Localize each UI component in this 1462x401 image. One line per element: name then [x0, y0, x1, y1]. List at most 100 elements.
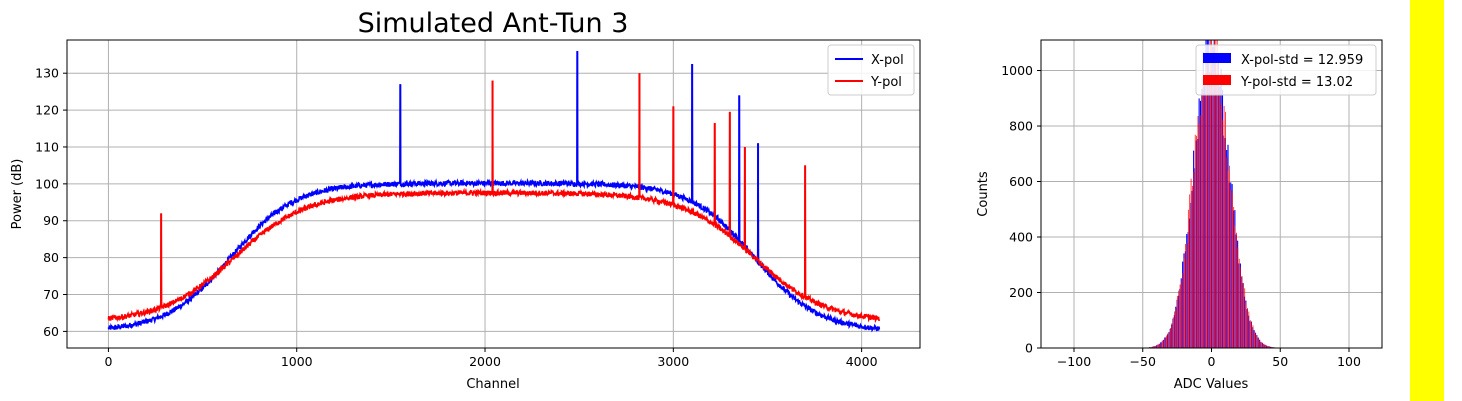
hist-bar-ypol	[1211, 40, 1213, 348]
hist-bar-ypol	[1231, 192, 1233, 348]
y-tick-label: 600	[1009, 174, 1033, 189]
histogram-y-label: Counts	[976, 171, 991, 217]
hist-bar-ypol	[1192, 185, 1193, 348]
hist-bar-ypol	[1266, 345, 1268, 348]
histogram-legend-box	[1195, 44, 1377, 96]
hist-bar-ypol	[1207, 63, 1208, 348]
x-tick-label: 1000	[281, 354, 313, 369]
hist-bar-ypol	[1248, 311, 1250, 348]
histogram-legend-xpol-swatch	[1203, 53, 1231, 63]
histogram-chart: −100 −50 0 50 100 0 200 400 600 800 1000 ADC Valu…	[976, 39, 1383, 392]
hist-bar-ypol	[1165, 335, 1167, 348]
y-tick-label: 400	[1009, 230, 1033, 245]
hist-bar-ypol	[1236, 232, 1237, 348]
y-tick-label: 100	[35, 176, 59, 191]
hist-bar-ypol	[1237, 247, 1239, 348]
hist-bar-ypol	[1260, 341, 1262, 348]
hist-bar-ypol	[1209, 40, 1211, 348]
hist-bar-ypol	[1201, 94, 1203, 348]
hist-bar-ypol	[1178, 290, 1180, 348]
hist-bar-ypol	[1256, 335, 1258, 348]
spectrum-y-ticks: 60 70 80 90 100 110 120 130	[35, 66, 67, 339]
hist-bar-ypol	[1187, 209, 1189, 348]
x-tick-label: 3000	[657, 354, 689, 369]
hist-bar-ypol	[1229, 165, 1230, 348]
hist-bar-ypol	[1181, 280, 1182, 348]
spectrum-legend-xpol-label: X-pol	[871, 53, 904, 68]
hist-bar-ypol	[1230, 189, 1232, 348]
hist-bar-ypol	[1220, 104, 1222, 348]
hist-bar-ypol	[1159, 343, 1160, 348]
spectrum-plot-frame	[66, 39, 921, 349]
histogram-x-label: ADC Values	[1174, 377, 1249, 392]
hist-bar-ypol	[1197, 116, 1199, 348]
hist-bar-ypol	[1156, 345, 1158, 348]
hist-bar-ypol	[1247, 308, 1248, 348]
histogram-y-ticks: 0 200 400 600 800 1000	[1001, 63, 1041, 356]
histogram-legend: X-pol-std = 12.959 Y-pol-std = 13.02	[1195, 44, 1377, 96]
hist-bar-ypol	[1174, 311, 1175, 348]
hist-bar-ypol	[1168, 331, 1170, 348]
hist-bar-ypol	[1216, 40, 1218, 348]
hist-bar-ypol	[1238, 258, 1240, 348]
hist-bar-ypol	[1186, 243, 1188, 348]
y-tick-label: 80	[43, 250, 59, 265]
hist-bar-ypol	[1249, 320, 1251, 348]
hist-bar-ypol	[1185, 244, 1186, 348]
hist-bar-ypol	[1215, 40, 1217, 348]
hist-bar-ypol	[1205, 68, 1207, 348]
hist-bar-ypol	[1269, 346, 1270, 348]
y-tick-label: 110	[35, 139, 59, 154]
spectrum-y-label: Power (dB)	[10, 159, 25, 230]
hist-bar-ypol	[1253, 331, 1255, 348]
hist-bar-ypol	[1233, 206, 1235, 348]
spectrum-x-ticks: 0 1000 2000 3000 4000	[104, 348, 878, 369]
hist-bar-ypol	[1163, 340, 1164, 348]
hist-bar-ypol	[1262, 343, 1263, 348]
hist-bar-ypol	[1198, 123, 1200, 348]
hist-bar-ypol	[1176, 296, 1178, 348]
y-tick-label: 60	[43, 324, 59, 339]
hist-bar-ypol	[1154, 345, 1156, 348]
histogram-legend-ypol-label: Y-pol-std = 13.02	[1240, 75, 1353, 90]
spectrum-grid	[67, 40, 920, 348]
hist-bar-ypol	[1222, 119, 1224, 348]
x-tick-label: −50	[1130, 354, 1156, 369]
x-tick-label: 50	[1272, 354, 1288, 369]
hist-bar-ypol	[1167, 333, 1169, 348]
histogram-bars	[1144, 40, 1279, 348]
yellow-side-bar	[1410, 0, 1444, 401]
hist-bar-ypol	[1212, 78, 1214, 348]
hist-bar-ypol	[1189, 194, 1191, 348]
y-tick-label: 70	[43, 287, 59, 302]
hist-bar-ypol	[1244, 288, 1246, 348]
hist-bar-ypol	[1219, 91, 1221, 348]
hist-bar-ypol	[1267, 346, 1269, 348]
spectrum-chart: Simulated Ant-Tun 3 0 1000 2000 3000 4000 60…	[10, 8, 921, 392]
x-tick-label: 0	[1208, 354, 1216, 369]
x-tick-label: 4000	[846, 354, 878, 369]
hist-bar-ypol	[1200, 115, 1202, 348]
histogram-legend-xpol-label: X-pol-std = 12.959	[1241, 53, 1363, 68]
x-tick-label: −100	[1057, 354, 1091, 369]
hist-bar-ypol	[1240, 267, 1241, 348]
series-line-ypol	[107, 73, 881, 324]
hist-bar-ypol	[1270, 346, 1272, 348]
hist-bar-ypol	[1223, 105, 1225, 348]
hist-bar-ypol	[1242, 283, 1244, 348]
hist-bar-ypol	[1258, 338, 1259, 348]
hist-bar-ypol	[1264, 344, 1266, 348]
hist-bar-ypol	[1193, 172, 1195, 348]
hist-bar-ypol	[1225, 111, 1226, 348]
hist-bar-ypol	[1171, 323, 1173, 348]
hist-bar-ypol	[1263, 343, 1265, 348]
hist-bar-ypol	[1196, 135, 1197, 348]
hist-bar-ypol	[1203, 85, 1204, 348]
y-tick-label: 200	[1009, 285, 1033, 300]
hist-bar-ypol	[1259, 340, 1261, 348]
spectrum-x-label: Channel	[466, 377, 519, 392]
spectrum-legend: X-pol Y-pol	[827, 44, 915, 96]
hist-bar-ypol	[1170, 328, 1171, 348]
hist-bar-ypol	[1160, 343, 1162, 348]
